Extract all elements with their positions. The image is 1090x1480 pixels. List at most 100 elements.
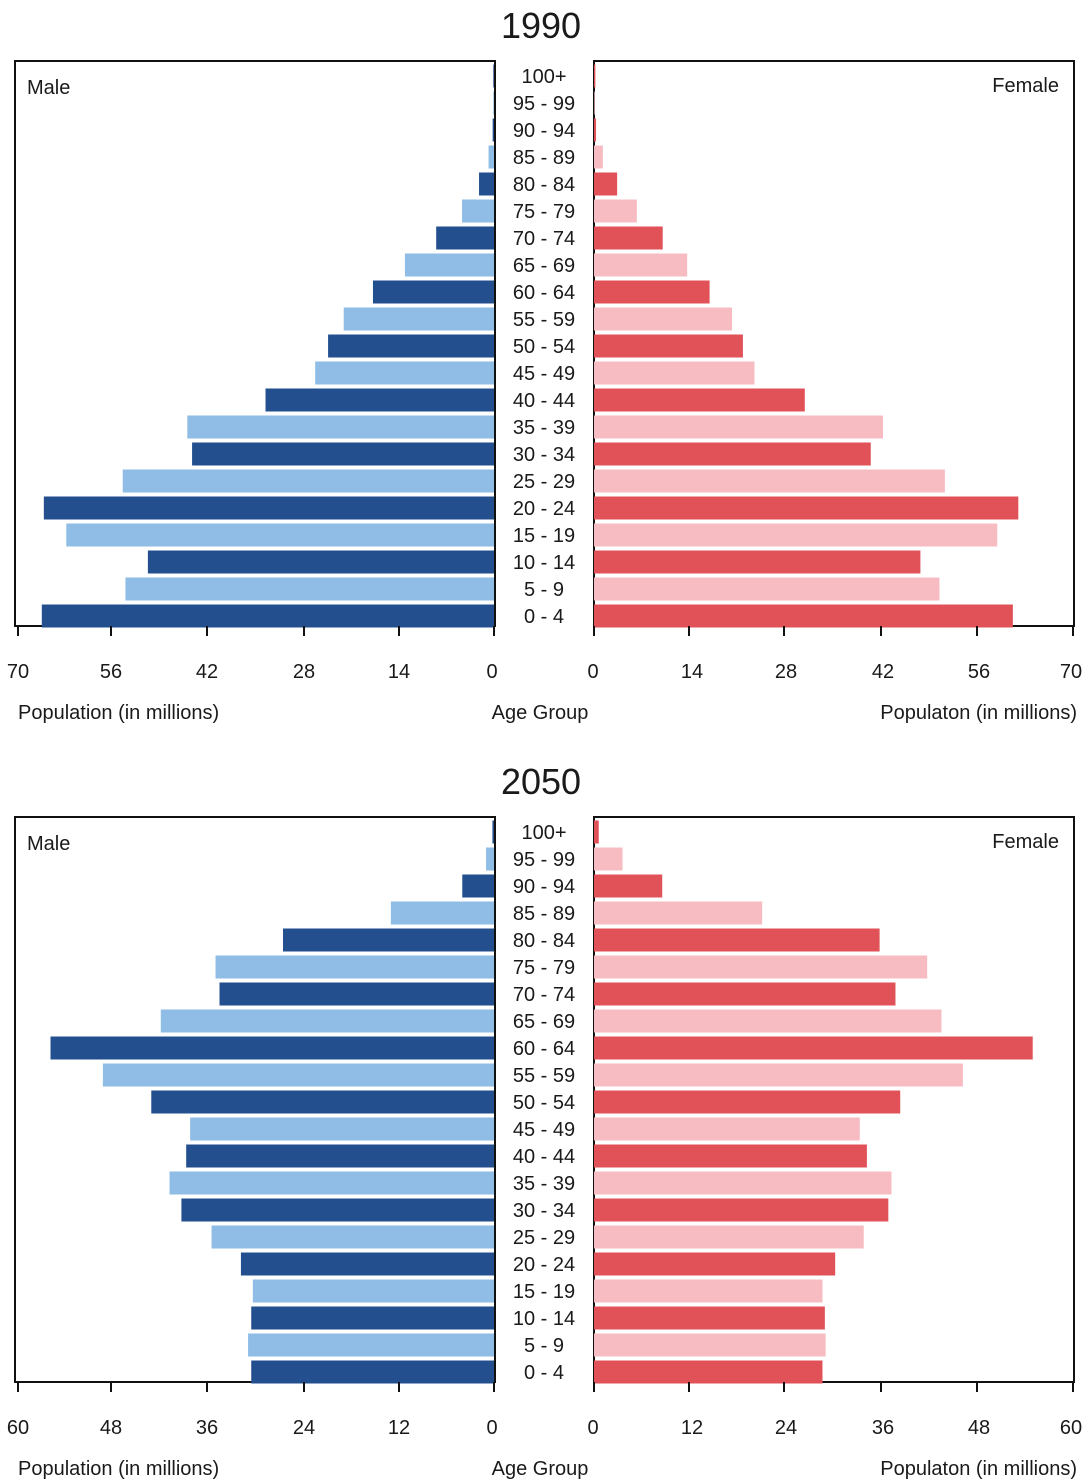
female-bar-95-99	[594, 91, 595, 115]
female-bar-70-74	[594, 226, 663, 250]
female-bar-10-14	[594, 550, 921, 574]
age-group-label: 100+	[521, 822, 566, 844]
male-bar-25-29	[122, 469, 494, 493]
male-bar-0-4	[251, 1360, 494, 1384]
female-bar-20-24	[594, 1252, 836, 1276]
male-bar-65-69	[160, 1009, 495, 1033]
female-bar-40-44	[594, 388, 805, 412]
male-bar-95-99	[486, 847, 494, 871]
age-group-label: 45 - 49	[513, 363, 575, 385]
age-group-label: 0 - 4	[524, 1362, 564, 1384]
female-bar-20-24	[594, 496, 1019, 520]
male-bar-70-74	[436, 226, 494, 250]
male-bars	[41, 64, 495, 628]
female-bar-100	[594, 820, 599, 844]
age-group-label: 65 - 69	[513, 255, 575, 277]
tick-label: 0	[587, 661, 598, 683]
tick-label: 14	[388, 661, 410, 683]
female-bar-85-89	[594, 145, 603, 169]
female-bar-5-9	[594, 577, 940, 601]
female-bar-45-49	[594, 361, 755, 385]
male-bar-20-24	[240, 1252, 494, 1276]
male-bar-90-94	[462, 874, 494, 898]
age-group-labels: 100+ 95 - 99 90 - 94 85 - 89 80 - 84 75 - 79 7…	[513, 822, 575, 1384]
tick-label: 36	[872, 1417, 894, 1439]
age-group-label: 25 - 29	[513, 1227, 575, 1249]
tick-label: 12	[681, 1417, 703, 1439]
female-bar-50-54	[594, 334, 743, 358]
tick-label: 28	[293, 661, 315, 683]
age-group-label: 30 - 34	[513, 1200, 575, 1222]
female-bar-90-94	[594, 874, 663, 898]
age-group-labels: 100+ 95 - 99 90 - 94 85 - 89 80 - 84 75 - 79 7…	[513, 66, 575, 628]
x-axis-label-male: Population (in millions)	[18, 702, 219, 724]
male-bar-35-39	[187, 415, 494, 439]
male-bar-55-59	[102, 1063, 495, 1087]
x-axis-ticks	[17, 626, 1074, 636]
age-group-label: 15 - 19	[513, 525, 575, 547]
male-bar-0-4	[41, 604, 495, 628]
age-group-label: 60 - 64	[513, 1038, 575, 1060]
female-bars	[594, 64, 1019, 628]
male-bars	[50, 820, 495, 1384]
female-label: Female	[992, 831, 1059, 853]
female-bar-0-4	[594, 1360, 823, 1384]
male-bar-15-19	[66, 523, 494, 547]
female-bar-35-39	[594, 1171, 892, 1195]
male-bar-65-69	[404, 253, 494, 277]
male-bar-45-49	[315, 361, 494, 385]
female-bar-95-99	[594, 847, 623, 871]
male-label: Male	[27, 833, 70, 855]
x-axis-label-female: Populaton (in millions)	[880, 1458, 1077, 1480]
male-bar-30-34	[192, 442, 494, 466]
age-group-label: 90 - 94	[513, 876, 575, 898]
female-bar-85-89	[594, 901, 763, 925]
female-bar-100	[594, 64, 596, 88]
female-bar-60-64	[594, 280, 710, 304]
male-bar-100	[492, 820, 494, 844]
age-group-label: 45 - 49	[513, 1119, 575, 1141]
male-bar-55-59	[343, 307, 494, 331]
female-bar-75-79	[594, 955, 928, 979]
male-bar-60-64	[372, 280, 494, 304]
age-group-label: 35 - 39	[513, 417, 575, 439]
tick-label: 24	[293, 1417, 315, 1439]
age-group-label: 90 - 94	[513, 120, 575, 142]
female-bar-45-49	[594, 1117, 860, 1141]
female-bar-50-54	[594, 1090, 901, 1114]
age-group-label: 55 - 59	[513, 309, 575, 331]
male-bar-25-29	[211, 1225, 494, 1249]
tick-label: 48	[968, 1417, 990, 1439]
male-bar-5-9	[248, 1333, 494, 1357]
female-bar-40-44	[594, 1144, 867, 1168]
tick-label: 60	[1060, 1417, 1082, 1439]
female-bar-30-34	[594, 1198, 889, 1222]
age-group-label: 95 - 99	[513, 849, 575, 871]
age-group-label: 15 - 19	[513, 1281, 575, 1303]
age-group-label: 20 - 24	[513, 1254, 575, 1276]
female-bar-15-19	[594, 523, 998, 547]
tick-label: 24	[775, 1417, 797, 1439]
x-axis-label-center: Age Group	[492, 1458, 589, 1480]
x-axis-label-female: Populaton (in millions)	[880, 702, 1077, 724]
age-group-label: 85 - 89	[513, 903, 575, 925]
age-group-label: 40 - 44	[513, 1146, 575, 1168]
male-bar-40-44	[265, 388, 494, 412]
male-bar-60-64	[50, 1036, 494, 1060]
female-bar-5-9	[594, 1333, 826, 1357]
male-label: Male	[27, 77, 70, 99]
male-bar-40-44	[186, 1144, 495, 1168]
age-group-label: 95 - 99	[513, 93, 575, 115]
x-axis-label-male: Population (in millions)	[18, 1458, 219, 1480]
age-group-label: 50 - 54	[513, 336, 575, 358]
female-bar-0-4	[594, 604, 1013, 628]
female-label: Female	[992, 75, 1059, 97]
age-group-label: 85 - 89	[513, 147, 575, 169]
male-bar-80-84	[282, 928, 494, 952]
male-bar-50-54	[151, 1090, 494, 1114]
female-bar-35-39	[594, 415, 883, 439]
x-axis-label-center: Age Group	[492, 702, 589, 724]
tick-label: 0	[486, 661, 497, 683]
male-bar-45-49	[190, 1117, 495, 1141]
age-group-label: 0 - 4	[524, 606, 564, 628]
